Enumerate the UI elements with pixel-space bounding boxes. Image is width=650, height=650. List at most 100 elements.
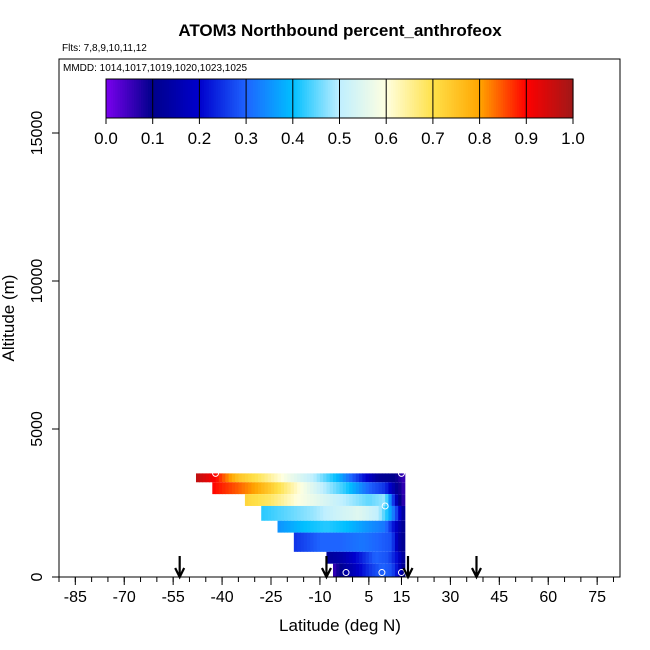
colorbar-segment (355, 79, 359, 118)
colorbar-segment (318, 79, 322, 118)
heatmap-cell (394, 505, 399, 521)
heatmap-cell (287, 520, 292, 533)
colorbar-segment (533, 79, 537, 118)
heatmap-cell (355, 473, 360, 483)
heatmap-cell (346, 494, 350, 506)
heatmap-cell (257, 494, 262, 506)
heatmap-cell (385, 482, 390, 495)
colorbar-segment (439, 79, 443, 118)
colorbar-segment (402, 79, 406, 118)
heatmap-cell (332, 494, 337, 506)
colorbar-segment (239, 79, 243, 118)
heatmap-cell (362, 482, 367, 495)
heatmap-cell (368, 563, 373, 577)
heatmap-cell (303, 532, 308, 552)
heatmap-cell (303, 520, 308, 533)
heatmap-cell (261, 482, 266, 495)
heatmap-cell (385, 551, 390, 564)
heatmap-cell (368, 520, 373, 533)
colorbar-segment (470, 79, 474, 118)
heatmap-cell (355, 563, 360, 577)
heatmap-cell (284, 473, 288, 483)
colorbar-segment (295, 79, 299, 118)
heatmap-cell (346, 520, 350, 533)
colorbar-segment (379, 79, 383, 118)
heatmap-cell (378, 551, 383, 564)
heatmap-cell (306, 482, 311, 495)
heatmap-cell (398, 563, 403, 577)
heatmap-cell (398, 482, 403, 495)
heatmap-cell (336, 551, 341, 564)
colorbar-segment (260, 79, 264, 118)
heatmap-cell (248, 494, 253, 506)
y-axis: 0 5000 10000 15000 (29, 111, 59, 581)
heatmap-cell (225, 473, 230, 483)
heatmap-cell (297, 505, 301, 521)
heatmap-cell (385, 563, 390, 577)
heatmap-cell (391, 563, 396, 577)
heatmap-cell (310, 482, 315, 495)
heatmap-cell (388, 532, 393, 552)
heatmap-cell (372, 551, 376, 564)
heatmap-cell (352, 505, 357, 521)
colorbar-segment (540, 79, 544, 118)
x-tick-label: 60 (539, 589, 557, 606)
colorbar-segment (551, 79, 555, 118)
heatmap-cell (254, 482, 259, 495)
heatmap-cell (323, 494, 328, 506)
colorbar-segment (397, 79, 401, 118)
heatmap-cell (326, 532, 331, 552)
heatmap-cell (385, 532, 390, 552)
heatmap-cell (251, 473, 256, 483)
colorbar-segment (566, 79, 569, 118)
heatmap-cell (332, 482, 337, 495)
heatmap-cell (352, 520, 357, 533)
colorbar-segment (241, 79, 245, 118)
heatmap-cell (381, 482, 386, 495)
colorbar-segment (437, 79, 441, 118)
colorbar-segment (281, 79, 285, 118)
colorbar-segment (530, 79, 534, 118)
y-tick-label: 10000 (29, 259, 46, 304)
colorbar-segment (383, 79, 387, 118)
heatmap-cell (277, 473, 282, 483)
colorbar-segment (568, 79, 572, 118)
heatmap-cell (394, 532, 399, 552)
heatmap-cell (398, 473, 403, 483)
colorbar-segment (528, 79, 532, 118)
heatmap-cell (329, 532, 334, 552)
colorbar-segment (320, 79, 324, 118)
heatmap-cell (297, 520, 301, 533)
colorbar-segment (288, 79, 292, 118)
colorbar-segment (234, 79, 238, 118)
colorbar-segment (164, 79, 168, 118)
x-tick-label: 5 (364, 589, 373, 606)
heatmap-cell (271, 473, 275, 483)
heatmap-cell (342, 494, 347, 506)
heatmap-cell (326, 473, 331, 483)
heatmap-cell (261, 473, 266, 483)
heatmap-cell (277, 520, 282, 533)
colorbar-segment (351, 79, 355, 118)
x-tick-label: -55 (162, 589, 185, 606)
heatmap-cell (355, 532, 360, 552)
heatmap-cell (372, 505, 376, 521)
heatmap-cell (218, 482, 223, 495)
heatmap-cell (306, 505, 311, 521)
heatmap-cell (359, 520, 363, 533)
heatmap-cell (359, 505, 363, 521)
heatmap-cell (248, 473, 253, 483)
heatmap-cell (375, 520, 380, 533)
colorbar-segment (162, 79, 165, 118)
colorbar-segment (178, 79, 182, 118)
colorbar-segment (358, 79, 362, 118)
heatmap-cell (378, 520, 383, 533)
heatmap-cell (365, 551, 370, 564)
heatmap-cell (218, 473, 223, 483)
heatmap-cell (303, 505, 308, 521)
sample-point (189, 480, 197, 488)
heatmap-cell (346, 473, 350, 483)
heatmap-cell (388, 505, 393, 521)
colorbar-segment (323, 79, 327, 118)
colorbar-tick-label: 0.5 (328, 129, 352, 148)
